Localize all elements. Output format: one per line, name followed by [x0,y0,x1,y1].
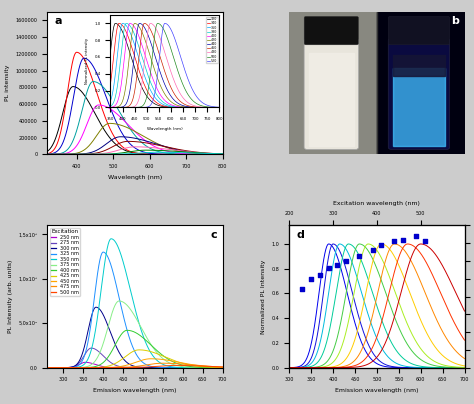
Point [325,265,332,271]
Text: c: c [211,230,218,240]
Point [377,242,385,248]
Point [421,238,429,245]
Point [391,238,398,245]
Bar [289,12,377,154]
Point [299,286,306,292]
Y-axis label: PL intensity: PL intensity [5,65,10,101]
Point [342,258,350,264]
Bar [392,67,445,146]
X-axis label: Excitation wavelength (nm): Excitation wavelength (nm) [333,201,420,206]
Point [369,247,376,254]
Text: a: a [55,17,62,26]
Bar [392,55,445,76]
Text: b: b [451,17,459,26]
X-axis label: Wavelength (nm): Wavelength (nm) [108,175,162,180]
Bar [309,53,354,146]
Text: d: d [296,230,304,240]
Point [400,236,407,243]
Y-axis label: PL Intensity (arb. units): PL Intensity (arb. units) [8,260,13,333]
Point [307,276,315,282]
Point [334,261,341,268]
FancyBboxPatch shape [304,17,358,45]
X-axis label: Emission wavelength (nm): Emission wavelength (nm) [93,388,177,393]
Point [316,272,324,278]
FancyBboxPatch shape [388,38,450,149]
FancyBboxPatch shape [304,38,358,149]
Point [356,252,363,259]
Y-axis label: Normalized PL Intensity: Normalized PL Intensity [261,259,266,334]
FancyBboxPatch shape [388,17,450,45]
Point [412,233,420,239]
Bar [377,12,465,154]
X-axis label: Emission wavelength (nm): Emission wavelength (nm) [335,388,419,393]
Legend: 250 nm, 275 nm, 300 nm, 325 nm, 350 nm, 375 nm, 400 nm, 425 nm, 450 nm, 475 nm, : 250 nm, 275 nm, 300 nm, 325 nm, 350 nm, … [50,228,81,296]
